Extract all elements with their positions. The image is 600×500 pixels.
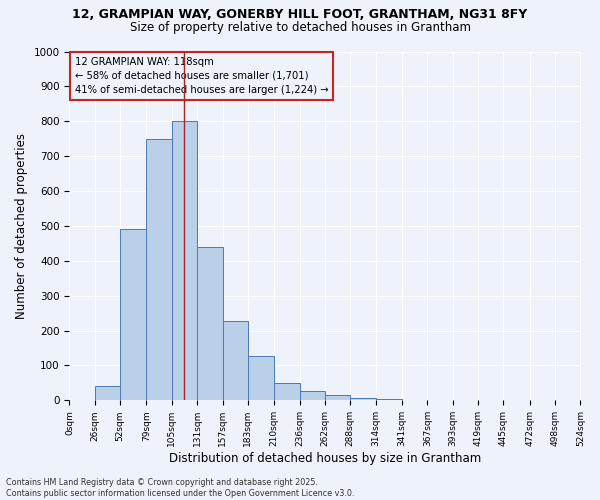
Bar (95, 386, 120, 400)
Bar (223, 321, 248, 400)
Bar (376, 398, 402, 400)
Text: Contains HM Land Registry data © Crown copyright and database right 2025.
Contai: Contains HM Land Registry data © Crown c… (6, 478, 355, 498)
Bar (325, 395, 350, 400)
Bar (248, 356, 274, 401)
Bar (146, 138, 172, 400)
Bar (197, 247, 223, 400)
Bar (172, 122, 197, 400)
Text: 12 GRAMPIAN WAY: 118sqm
← 58% of detached houses are smaller (1,701)
41% of semi: 12 GRAMPIAN WAY: 118sqm ← 58% of detache… (74, 56, 328, 94)
X-axis label: Distribution of detached houses by size in Grantham: Distribution of detached houses by size … (169, 452, 481, 465)
Bar (350, 398, 376, 400)
Text: Size of property relative to detached houses in Grantham: Size of property relative to detached ho… (130, 22, 470, 35)
Bar (120, 230, 146, 400)
Y-axis label: Number of detached properties: Number of detached properties (15, 133, 28, 319)
Bar (274, 383, 299, 400)
Bar (299, 390, 325, 400)
Text: 12, GRAMPIAN WAY, GONERBY HILL FOOT, GRANTHAM, NG31 8FY: 12, GRAMPIAN WAY, GONERBY HILL FOOT, GRA… (73, 8, 527, 21)
